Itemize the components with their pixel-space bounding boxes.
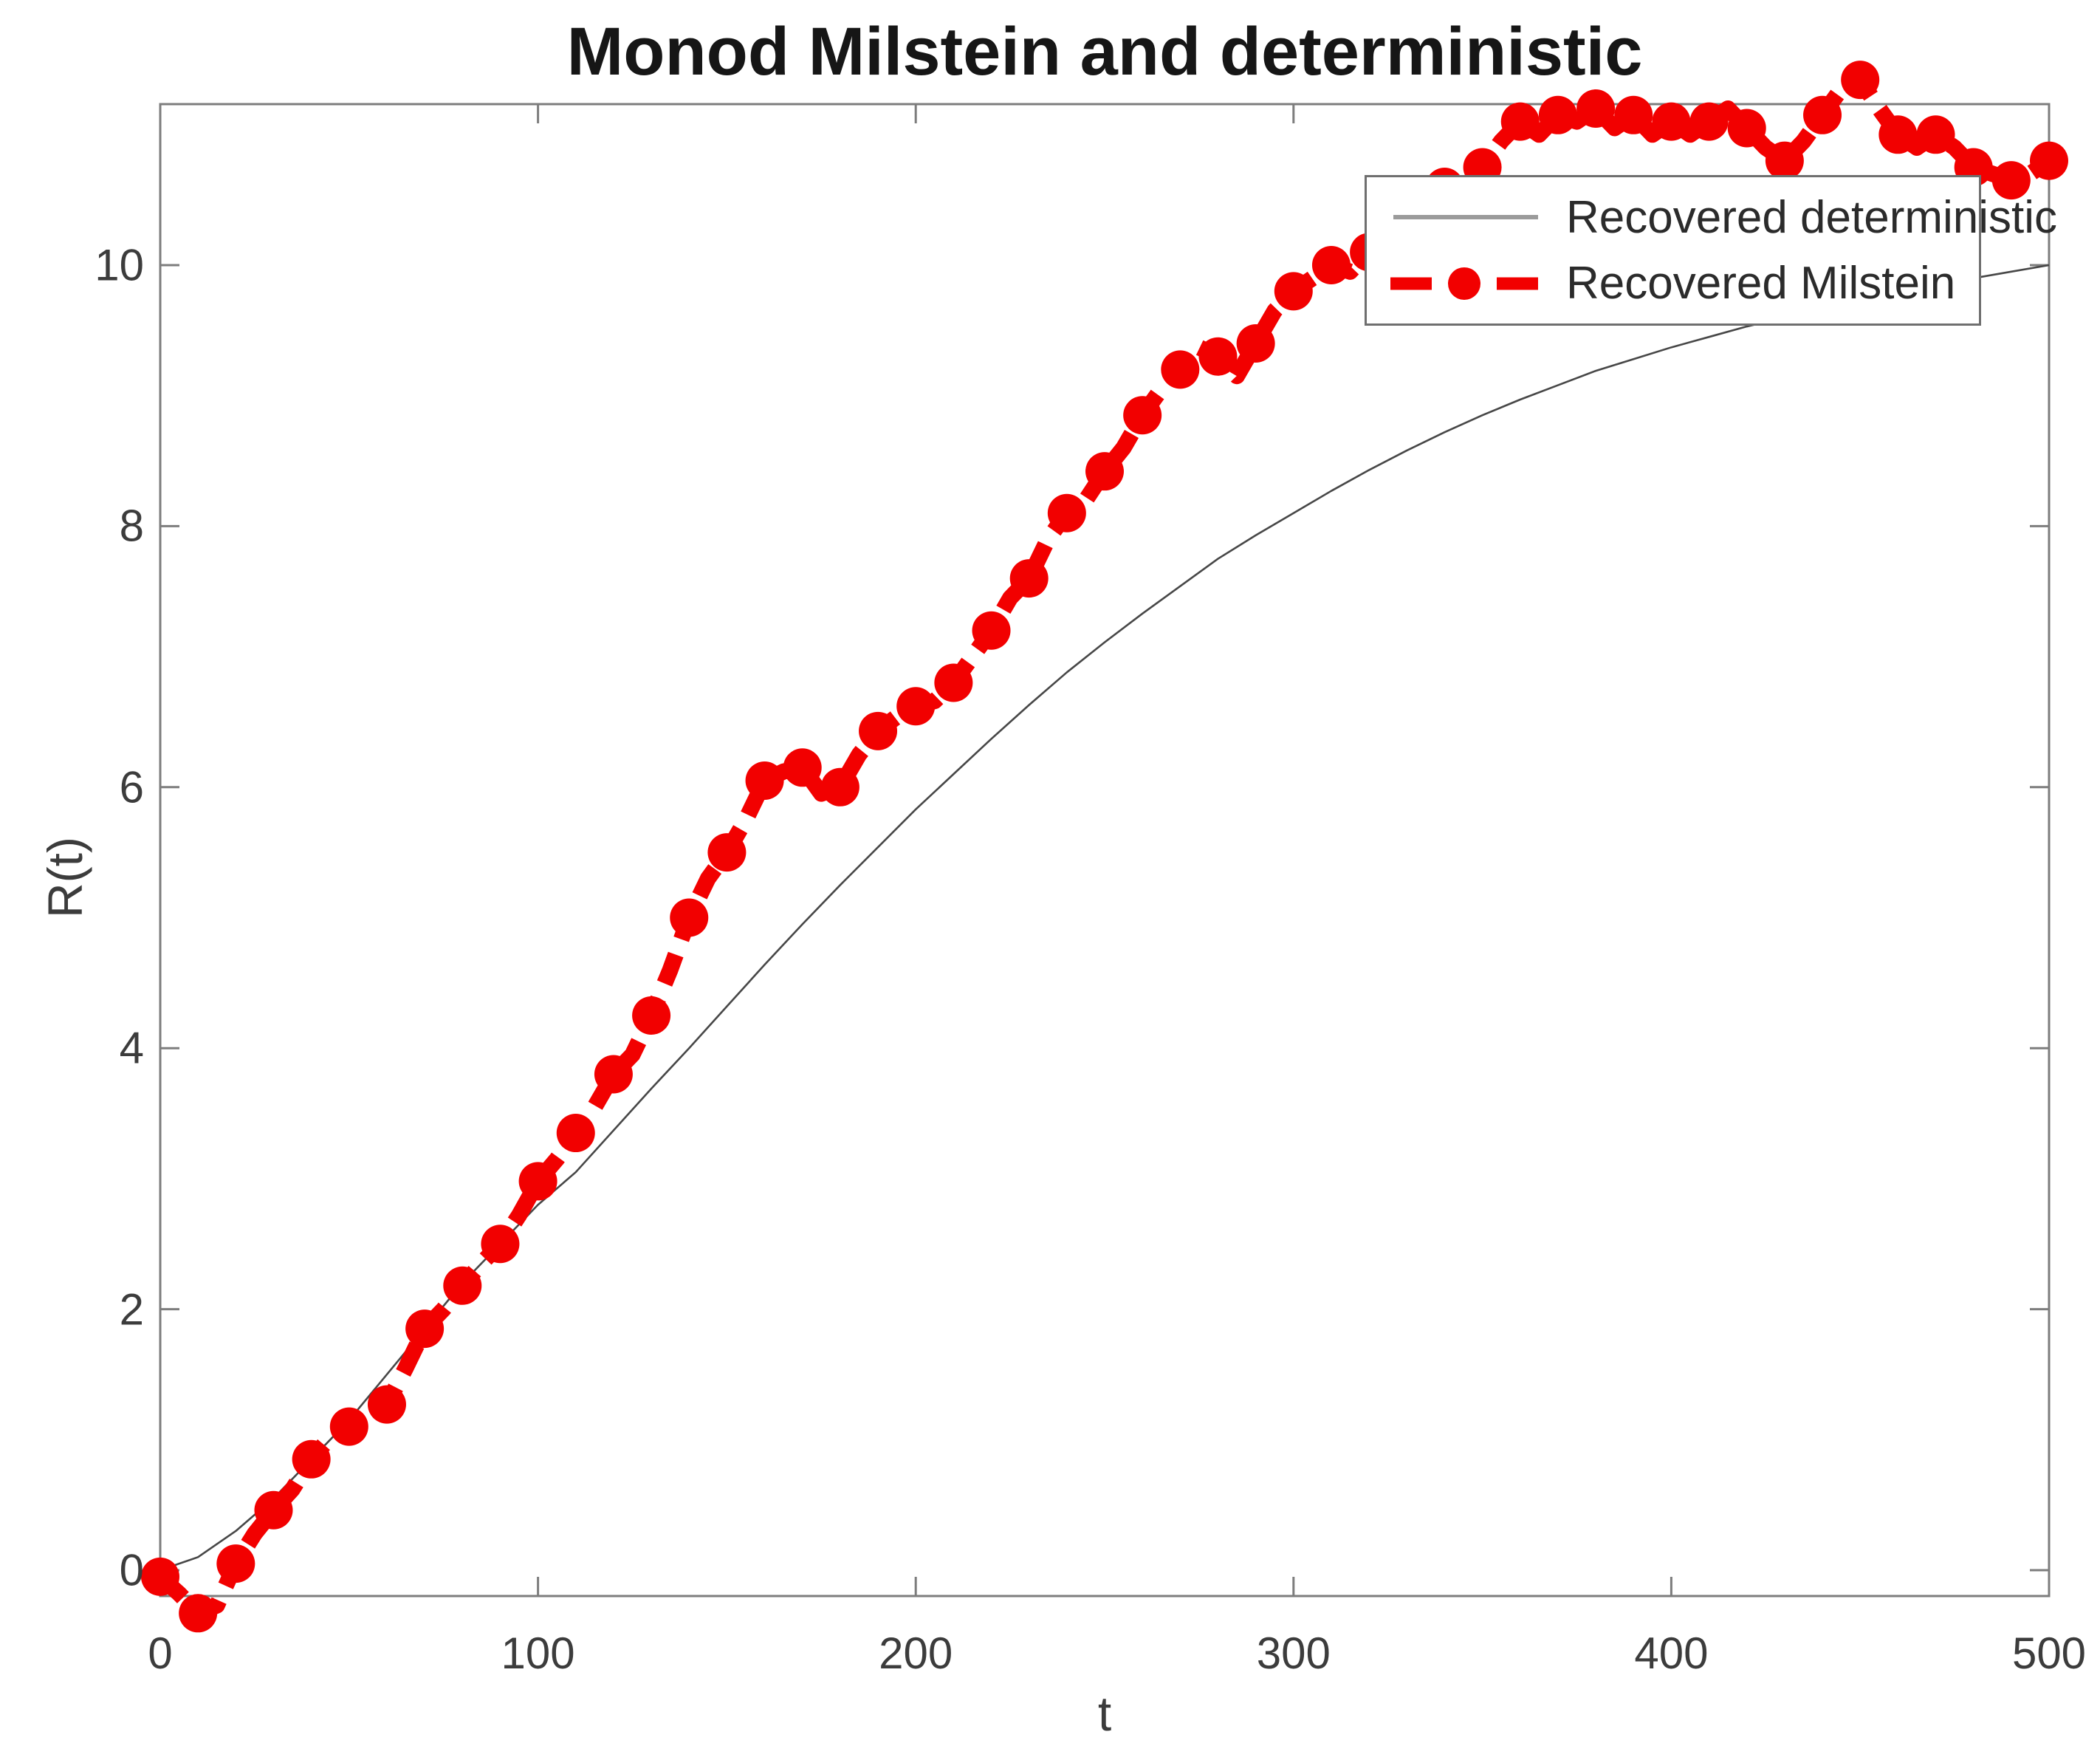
legend-label-milstein: Recovered Milstein	[1566, 258, 1956, 309]
milstein-marker	[670, 898, 709, 937]
milstein-marker	[216, 1544, 255, 1583]
milstein-marker	[329, 1407, 368, 1446]
y-tick-label-0: 0	[119, 1545, 144, 1595]
deterministic-line-sample	[1393, 215, 1538, 220]
milstein-marker	[1991, 161, 2031, 200]
y-tick-label-6: 6	[119, 762, 144, 812]
milstein-marker	[254, 1490, 293, 1530]
milstein-marker	[1161, 350, 1200, 389]
milstein-marker	[1803, 95, 1842, 134]
x-tick-label-500: 500	[2011, 1629, 2087, 1678]
axes-box	[159, 103, 2051, 1598]
milstein-marker	[1727, 109, 1766, 148]
milstein-marker	[1652, 102, 1691, 141]
milstein-marker	[141, 1557, 179, 1596]
milstein-marker	[2030, 141, 2068, 180]
milstein-marker	[820, 767, 859, 807]
milstein-marker	[518, 1162, 557, 1201]
milstein-marker	[1878, 115, 1918, 154]
legend-entry-deterministic: Recovered deterministic	[1386, 191, 2057, 244]
milstein-marker	[1198, 337, 1238, 376]
milstein-marker	[1047, 493, 1086, 533]
x-tick-label-200: 200	[879, 1629, 953, 1678]
milstein-marker	[594, 1055, 633, 1094]
milstein-marker	[1576, 89, 1616, 128]
y-axis-label: R(t)	[38, 837, 92, 918]
milstein-marker	[1236, 324, 1275, 363]
milstein-marker	[859, 711, 898, 750]
milstein-marker	[1311, 246, 1351, 284]
milstein-marker	[934, 663, 973, 702]
milstein-marker	[1689, 102, 1729, 141]
x-tick-label-400: 400	[1634, 1629, 1709, 1678]
deterministic-curve	[159, 264, 2050, 1572]
y-tick-label-10: 10	[95, 240, 144, 290]
milstein-marker	[632, 996, 671, 1035]
milstein-marker	[179, 1594, 218, 1633]
y-tick-label-8: 8	[119, 501, 144, 551]
milstein-marker	[1009, 559, 1049, 598]
chart-title: Monod Milstein and deterministic	[566, 14, 1643, 89]
milstein-marker	[481, 1225, 520, 1264]
milstein-marker	[405, 1309, 445, 1349]
milstein-marker	[1538, 95, 1577, 134]
milstein-marker	[896, 687, 936, 726]
milstein-marker	[783, 748, 822, 787]
x-tick-label-0: 0	[148, 1629, 173, 1678]
milstein-marker	[707, 833, 747, 872]
milstein-marker	[1765, 141, 1804, 180]
x-tick-label-100: 100	[501, 1629, 575, 1678]
milstein-marker	[292, 1439, 331, 1479]
milstein-marker	[1085, 452, 1124, 491]
milstein-marker	[367, 1385, 406, 1424]
milstein-marker	[556, 1114, 595, 1153]
milstein-marker	[972, 611, 1011, 650]
milstein-marker	[1614, 95, 1653, 134]
milstein-marker	[1500, 102, 1540, 141]
y-tick-label-4: 4	[119, 1023, 144, 1073]
x-tick-label-300: 300	[1256, 1629, 1331, 1678]
milstein-marker	[1841, 61, 1880, 100]
legend-label-deterministic: Recovered deterministic	[1566, 191, 2058, 243]
x-axis-label: t	[1097, 1686, 1112, 1741]
milstein-marker	[1274, 272, 1313, 311]
milstein-marker	[1916, 115, 1955, 154]
milstein-marker	[745, 761, 784, 800]
legend-box: Recovered deterministic Recovered Milste…	[1365, 175, 2057, 326]
milstein-marker	[443, 1266, 482, 1305]
legend-entry-milstein: Recovered Milstein	[1386, 257, 1979, 309]
milstein-marker	[1123, 396, 1162, 435]
milstein-dash-dot-sample	[1390, 267, 1538, 300]
y-tick-label-2: 2	[119, 1284, 144, 1335]
